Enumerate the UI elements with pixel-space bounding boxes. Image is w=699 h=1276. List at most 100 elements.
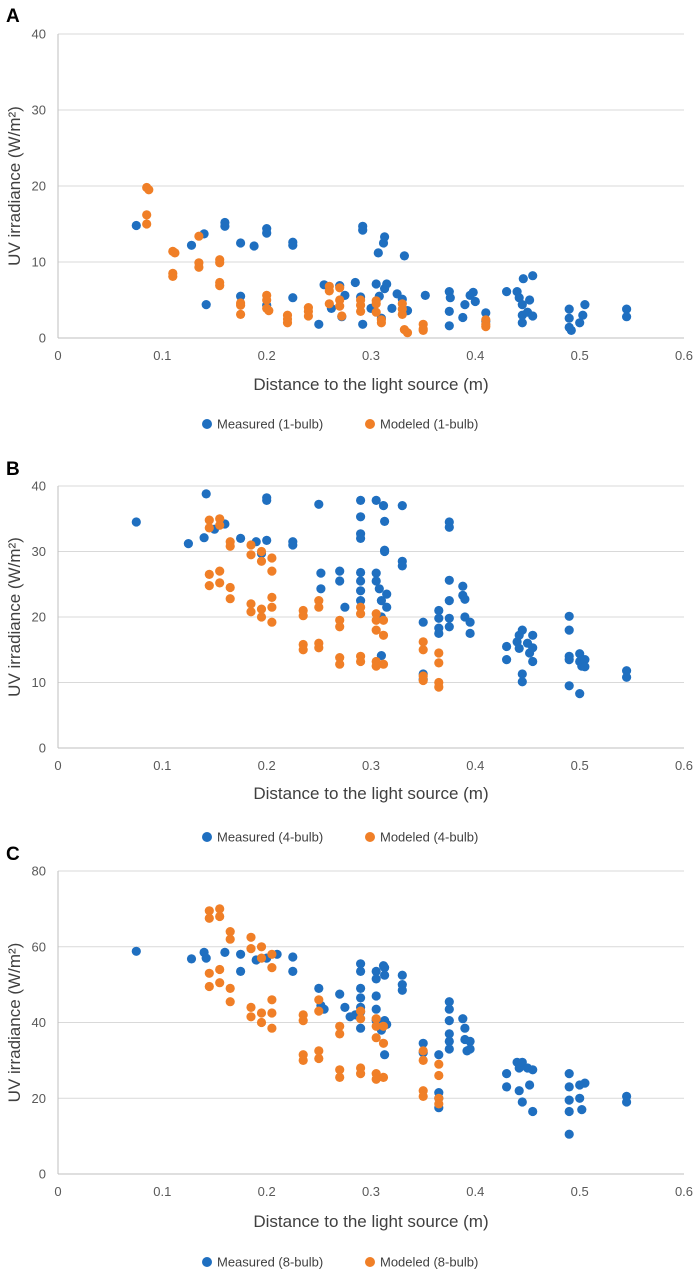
data-point xyxy=(460,1023,470,1033)
data-point xyxy=(225,541,235,551)
data-point xyxy=(564,625,574,635)
data-point xyxy=(215,520,225,530)
data-point xyxy=(517,669,527,679)
chart-panel-b: B 0 10 20 30 40 0 0.1 0.2 0.3 0.4 0.5 0.6 Distance to… xyxy=(5,459,693,845)
data-point xyxy=(225,997,235,1007)
data-point xyxy=(378,1021,389,1031)
data-point xyxy=(378,501,389,511)
data-point xyxy=(458,581,468,591)
data-point xyxy=(517,677,527,687)
data-point xyxy=(528,311,538,321)
x-tick-label: 0.6 xyxy=(675,1184,693,1199)
data-point xyxy=(418,1046,428,1056)
data-point xyxy=(201,300,211,310)
legend: Measured (4-bulb) Modeled (4-bulb) xyxy=(202,830,478,845)
x-tick-label: 0.2 xyxy=(258,348,276,363)
data-point xyxy=(444,613,454,623)
data-point xyxy=(528,656,538,667)
data-point xyxy=(517,625,527,635)
data-point xyxy=(371,299,381,309)
data-point xyxy=(418,1091,428,1101)
data-point xyxy=(371,1014,381,1024)
data-point xyxy=(465,1044,475,1054)
data-point xyxy=(371,568,381,578)
data-point xyxy=(356,533,366,544)
x-tick-label: 0.4 xyxy=(466,348,484,363)
data-point xyxy=(371,615,381,625)
data-point xyxy=(201,953,211,963)
data-point xyxy=(378,659,389,669)
data-point xyxy=(204,523,214,533)
legend-marker xyxy=(365,832,375,842)
data-point xyxy=(622,312,632,322)
data-point xyxy=(356,602,366,612)
data-point xyxy=(434,605,444,616)
data-point xyxy=(465,617,475,627)
data-point xyxy=(215,578,225,588)
data-point xyxy=(335,989,345,999)
x-tick-label: 0.3 xyxy=(362,758,380,773)
x-tick-label: 0.4 xyxy=(466,758,484,773)
data-point xyxy=(215,281,225,291)
y-tick-label: 20 xyxy=(32,610,46,625)
data-point xyxy=(528,1106,538,1117)
data-point xyxy=(468,287,478,297)
data-point xyxy=(580,655,590,665)
x-tick-label: 0.2 xyxy=(258,758,276,773)
data-point xyxy=(215,566,225,576)
data-point xyxy=(465,628,475,639)
legend-label: Measured (4-bulb) xyxy=(217,830,323,845)
data-point xyxy=(262,224,272,234)
data-point xyxy=(236,238,246,248)
data-point xyxy=(201,489,211,499)
data-point xyxy=(246,1012,256,1022)
data-point xyxy=(194,262,204,272)
data-point xyxy=(267,1023,277,1033)
data-point xyxy=(502,1082,512,1092)
data-point xyxy=(371,974,381,984)
data-point xyxy=(131,517,141,527)
data-point xyxy=(225,934,235,944)
data-point xyxy=(445,293,455,303)
data-point xyxy=(434,1099,444,1109)
data-point xyxy=(256,953,267,963)
data-point xyxy=(314,1053,324,1064)
data-point xyxy=(564,611,574,621)
data-point xyxy=(371,966,381,977)
data-point xyxy=(356,586,366,596)
data-point xyxy=(418,325,428,335)
data-point xyxy=(481,308,491,318)
data-point xyxy=(215,514,225,524)
data-point xyxy=(215,911,225,922)
data-point xyxy=(356,306,366,316)
data-point xyxy=(236,966,246,977)
data-point xyxy=(249,241,259,251)
data-point xyxy=(314,983,324,994)
data-point xyxy=(246,550,256,560)
data-point xyxy=(418,645,428,655)
data-point xyxy=(267,995,277,1005)
data-point xyxy=(528,643,538,653)
data-point xyxy=(444,575,454,585)
data-point xyxy=(335,653,345,663)
data-point xyxy=(564,1106,574,1117)
data-point xyxy=(564,1082,574,1092)
legend-label: Modeled (4-bulb) xyxy=(380,830,478,845)
data-point xyxy=(356,1069,366,1079)
data-point xyxy=(371,495,381,505)
data-point xyxy=(380,1050,390,1060)
data-point xyxy=(335,622,345,632)
data-point xyxy=(382,279,392,289)
data-point xyxy=(434,1070,444,1081)
data-point xyxy=(460,594,470,604)
data-point xyxy=(199,533,209,543)
data-point xyxy=(246,607,256,617)
data-point xyxy=(380,963,390,973)
data-point xyxy=(356,596,366,606)
data-point xyxy=(220,217,230,228)
data-point xyxy=(142,219,152,229)
data-point xyxy=(267,963,277,973)
data-point xyxy=(356,512,366,522)
panel-letter: B xyxy=(6,459,20,480)
data-point xyxy=(236,533,246,544)
